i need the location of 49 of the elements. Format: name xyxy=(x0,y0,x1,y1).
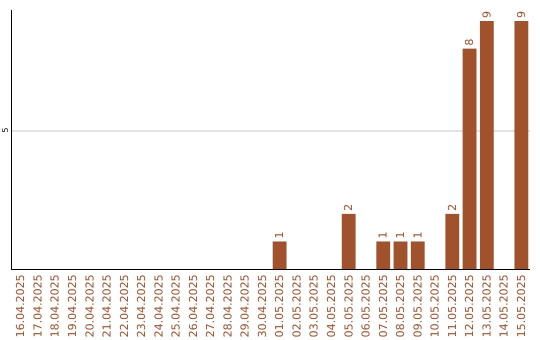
data-label: 1 xyxy=(394,231,407,238)
y-tick-label: 5 xyxy=(0,127,10,133)
x-tick-label: 21.04.2025 xyxy=(100,274,114,338)
bar xyxy=(480,21,494,269)
data-label: 2 xyxy=(446,204,459,211)
bar xyxy=(514,21,528,269)
data-label: 1 xyxy=(376,231,390,238)
x-tick-label: 03.05.2025 xyxy=(308,274,321,338)
bar xyxy=(394,241,408,269)
bar xyxy=(410,241,425,269)
x-tick-label: 13.05.2025 xyxy=(480,274,494,338)
x-tick-label: 12.05.2025 xyxy=(463,274,476,338)
x-tick-label: 06.05.2025 xyxy=(360,274,373,338)
x-tick-label: 10.05.2025 xyxy=(428,274,442,338)
data-label: 8 xyxy=(463,38,476,46)
x-tick-label: 05.05.2025 xyxy=(342,274,356,338)
x-tick-label: 18.04.2025 xyxy=(48,274,62,338)
bar xyxy=(376,241,390,269)
x-tick-label: 09.05.2025 xyxy=(411,274,424,338)
data-label: 1 xyxy=(273,231,286,238)
x-tick-label: 14.05.2025 xyxy=(498,274,511,338)
x-tick-label: 27.04.2025 xyxy=(204,274,218,338)
x-tick-label: 19.04.2025 xyxy=(66,274,80,338)
x-tick-label: 28.04.2025 xyxy=(221,274,234,338)
data-label: 9 xyxy=(480,11,494,18)
x-tick-label: 25.04.2025 xyxy=(170,274,183,338)
bar xyxy=(462,48,476,269)
x-tick-label: 15.05.2025 xyxy=(514,274,528,338)
x-tick-label: 26.04.2025 xyxy=(186,274,200,338)
bar xyxy=(445,214,460,269)
x-tick-label: 11.05.2025 xyxy=(446,274,459,338)
x-tick-label: 17.04.2025 xyxy=(31,274,44,338)
x-tick-label: 20.04.2025 xyxy=(83,274,96,338)
bar xyxy=(342,214,356,269)
x-tick-label: 08.05.2025 xyxy=(394,274,408,338)
x-tick-label: 02.05.2025 xyxy=(290,274,304,338)
x-tick-label: 07.05.2025 xyxy=(376,274,390,338)
x-tick-label: 22.04.2025 xyxy=(118,274,131,338)
x-tick-label: 24.04.2025 xyxy=(152,274,166,338)
x-tick-label: 23.04.2025 xyxy=(135,274,148,338)
x-tick-label: 01.05.2025 xyxy=(273,274,286,338)
data-label: 9 xyxy=(514,11,528,18)
bar xyxy=(272,241,287,269)
x-tick-label: 29.04.2025 xyxy=(238,274,252,338)
data-label: 2 xyxy=(342,204,356,211)
x-tick-label: 16.04.2025 xyxy=(14,274,28,338)
data-label: 1 xyxy=(411,231,424,238)
x-tick-label: 30.04.2025 xyxy=(256,274,269,338)
x-tick-label: 04.05.2025 xyxy=(325,274,338,338)
